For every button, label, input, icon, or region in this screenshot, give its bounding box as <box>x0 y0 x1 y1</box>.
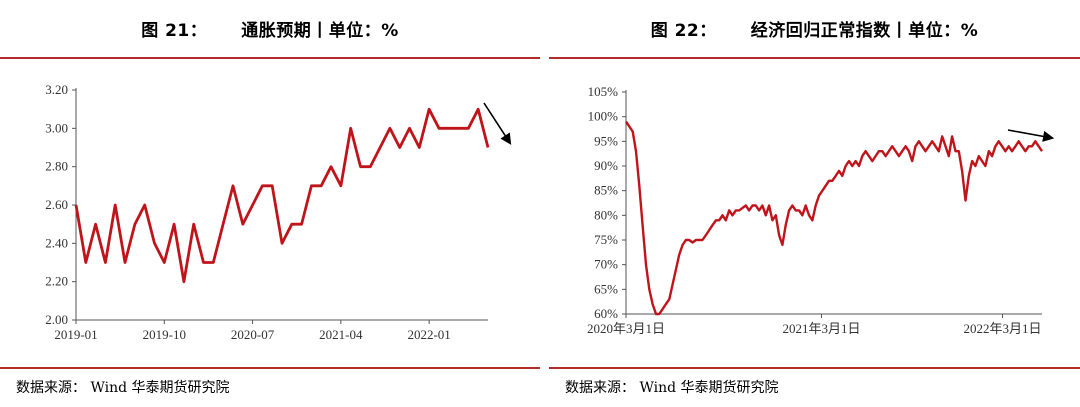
x-tick-label: 2021-04 <box>319 327 363 342</box>
trend-arrow <box>1007 129 1055 142</box>
y-tick-label: 95% <box>594 133 618 148</box>
figure-22-bottom-rule <box>549 367 1080 369</box>
y-tick-label: 2.60 <box>45 197 68 212</box>
figure-21-bottom-rule <box>0 367 540 369</box>
figure-22-source: 数据来源： Wind 华泰期货研究院 <box>565 380 779 396</box>
series-line <box>625 120 1043 316</box>
figure-21-title: 图 21： 通胀预期丨单位：% <box>0 16 540 41</box>
figure-22-number: 图 22： <box>650 21 717 41</box>
y-tick-label: 65% <box>594 281 618 296</box>
figure-21-number: 图 21： <box>141 21 208 41</box>
figure-22-chart: 60% 65% 70% 75% 80% 85% 90% 95% 100% 105% 2020年3月1… <box>587 84 1055 336</box>
figure-21-caption: 通胀预期丨单位：% <box>241 21 399 41</box>
x-tick-label: 2019-10 <box>143 327 186 342</box>
x-tick-label: 2019-01 <box>54 327 97 342</box>
y-tick-label: 2.80 <box>45 159 68 174</box>
figure-22-caption: 经济回归正常指数丨单位：% <box>750 21 979 41</box>
y-tick-label: 80% <box>594 207 618 222</box>
x-tick-label: 2021年3月1日 <box>783 321 861 336</box>
figure-22-title: 图 22： 经济回归正常指数丨单位：% <box>549 16 1080 41</box>
y-tick-label: 2.00 <box>45 312 68 327</box>
trend-arrow <box>483 102 512 145</box>
figure-21-source: 数据来源： Wind 华泰期货研究院 <box>16 380 230 396</box>
y-tick-label: 3.20 <box>45 82 68 97</box>
y-tick-label: 60% <box>594 306 618 321</box>
figure-22: 图 22： 经济回归正常指数丨单位：% 60% 65% 70% 75% 80% 85% 90%… <box>549 0 1080 407</box>
y-tick-label: 100% <box>588 109 619 124</box>
y-tick-label: 2.20 <box>45 274 68 289</box>
x-tick-label: 2020年3月1日 <box>587 321 665 336</box>
series-line <box>74 107 490 284</box>
figure-22-top-rule <box>549 57 1080 59</box>
x-tick-label: 2022年3月1日 <box>963 321 1041 336</box>
x-tick-label: 2020-07 <box>231 327 275 342</box>
y-tick-label: 70% <box>594 257 618 272</box>
figure-21-top-rule <box>0 57 540 59</box>
y-tick-label: 90% <box>594 158 618 173</box>
y-tick-label: 75% <box>594 232 618 247</box>
y-tick-label: 85% <box>594 183 618 198</box>
y-tick-label: 2.40 <box>45 235 68 250</box>
y-tick-label: 105% <box>588 84 619 99</box>
figure-21: 图 21： 通胀预期丨单位：% 2.00 2.20 2.40 2.60 2.80 3.00 3… <box>0 16 540 396</box>
y-tick-label: 3.00 <box>45 120 68 135</box>
figure-21-chart: 2.00 2.20 2.40 2.60 2.80 3.00 3.20 2019-01 2019-… <box>45 82 512 342</box>
x-tick-label: 2022-01 <box>407 327 450 342</box>
